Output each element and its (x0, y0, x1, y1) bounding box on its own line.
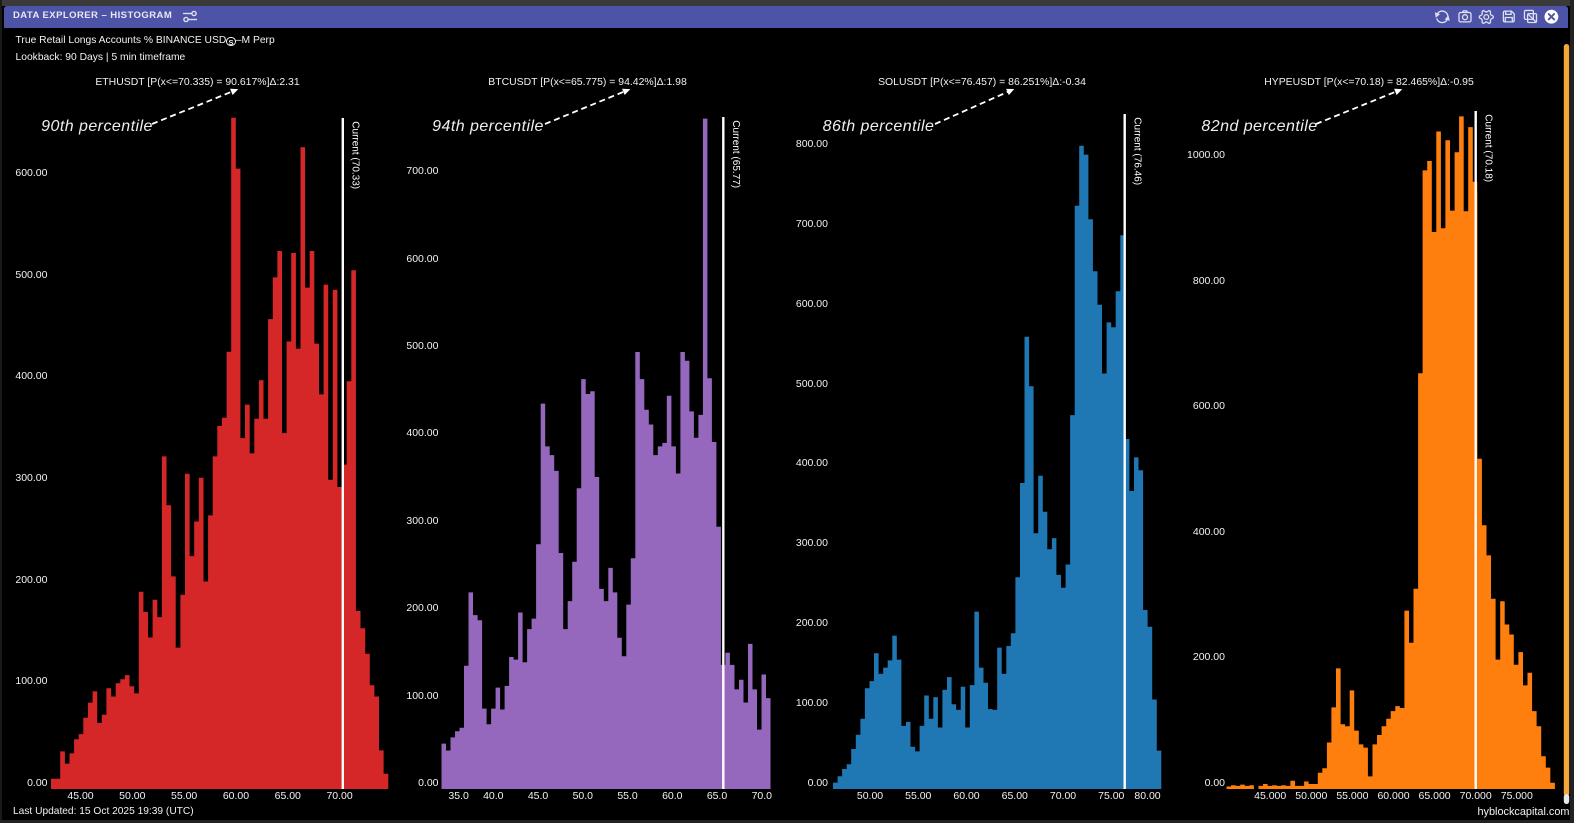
svg-text:Current (65.77): Current (65.77) (730, 120, 741, 188)
svg-text:Current (70.18): Current (70.18) (1483, 114, 1494, 182)
svg-text:Current (70.33): Current (70.33) (350, 121, 361, 189)
svg-text:Current (76.46): Current (76.46) (1132, 117, 1143, 185)
